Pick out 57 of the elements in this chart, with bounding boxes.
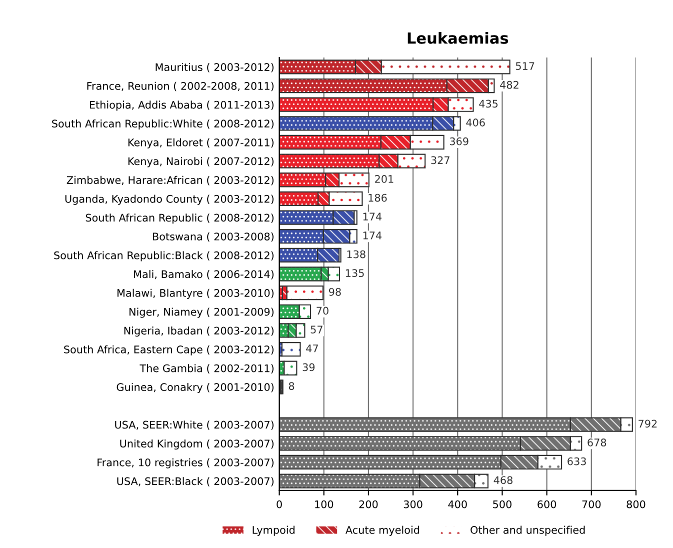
legend-label: Acute myeloid — [346, 526, 420, 536]
total-label: 633 — [568, 457, 586, 466]
total-label: 406 — [466, 118, 485, 126]
x-tick-label: 700 — [582, 500, 601, 508]
y-tick-label: South African Republic ( 2008-2012) — [86, 214, 274, 224]
y-tick-label: France, 10 registries ( 2003-2007) — [98, 458, 274, 468]
y-tick-label: South Africa, Eastern Cape ( 2003-2012) — [64, 345, 274, 356]
y-tick-label: Botswana ( 2003-2008) — [153, 232, 274, 242]
y-tick-label: South African Republic:White ( 2008-2012) — [52, 119, 274, 130]
total-label: 57 — [310, 326, 322, 334]
total-label: 468 — [494, 476, 512, 484]
total-label: 482 — [500, 80, 518, 89]
total-label: 8 — [288, 382, 294, 390]
y-tick-label: United Kingdom ( 2003-2007) — [120, 439, 274, 450]
total-label: 138 — [347, 250, 366, 258]
total-label: 327 — [431, 156, 450, 164]
total-label: 98 — [328, 288, 341, 296]
x-tick-label: 100 — [315, 500, 334, 508]
y-tick-label: Zimbabwe, Harare:African ( 2003-2012) — [66, 176, 274, 186]
total-label: 47 — [306, 344, 318, 352]
total-label: 70 — [316, 306, 328, 315]
y-tick-label: Ethiopia, Addis Ababa ( 2011-2013) — [90, 100, 274, 111]
total-label: 174 — [363, 212, 382, 220]
total-label: 435 — [479, 100, 498, 108]
x-tick-label: 200 — [359, 500, 378, 508]
legend-label: Other and unspecified — [470, 526, 585, 536]
total-label: 201 — [375, 175, 394, 183]
y-tick-label: Niger, Niamey ( 2001-2009) — [130, 308, 274, 318]
x-tick-label: 600 — [538, 500, 556, 508]
y-tick-label: The Gambia ( 2002-2011) — [140, 364, 274, 374]
y-tick-label: Malawi, Blantyre ( 2003-2010) — [118, 288, 274, 299]
chart-title: Leukaemias — [408, 32, 508, 44]
y-tick-label: Mali, Bamako ( 2006-2014) — [134, 270, 274, 280]
y-tick-label: USA, SEER:Black ( 2003-2007) — [117, 477, 274, 486]
total-label: 186 — [368, 194, 387, 202]
y-tick-label: Guinea, Conakry ( 2001-2010) — [116, 382, 274, 394]
y-tick-label: Uganda, Kyadondo County ( 2003-2012) — [65, 194, 274, 205]
total-label: 174 — [363, 232, 382, 240]
y-tick-label: Nigeria, Ibadan ( 2003-2012) — [124, 326, 274, 337]
total-label: 39 — [302, 363, 315, 372]
y-tick-label: France, Reunion ( 2002-2008, 2011) — [87, 82, 274, 92]
legend-label: Lympoid — [252, 526, 294, 536]
y-tick-label: Kenya, Nairobi ( 2007-2012) — [128, 157, 274, 168]
x-tick-label: 400 — [448, 500, 467, 508]
x-tick-label: 0 — [276, 500, 282, 508]
x-tick-label: 800 — [626, 500, 646, 508]
y-tick-label: Mauritius ( 2003-2012) — [156, 62, 274, 72]
total-label: 792 — [638, 420, 657, 428]
y-tick-label: Kenya, Eldoret ( 2007-2011) — [128, 138, 274, 148]
total-label: 678 — [588, 438, 606, 446]
total-label: 517 — [516, 62, 534, 70]
x-tick-label: 500 — [493, 500, 512, 508]
x-tick-label: 300 — [404, 500, 422, 508]
y-tick-label: USA, SEER:White ( 2003-2007) — [115, 420, 274, 430]
y-tick-label: South African Republic:Black ( 2008-2012) — [54, 251, 274, 262]
total-label: 135 — [346, 269, 364, 278]
total-label: 369 — [450, 137, 468, 146]
